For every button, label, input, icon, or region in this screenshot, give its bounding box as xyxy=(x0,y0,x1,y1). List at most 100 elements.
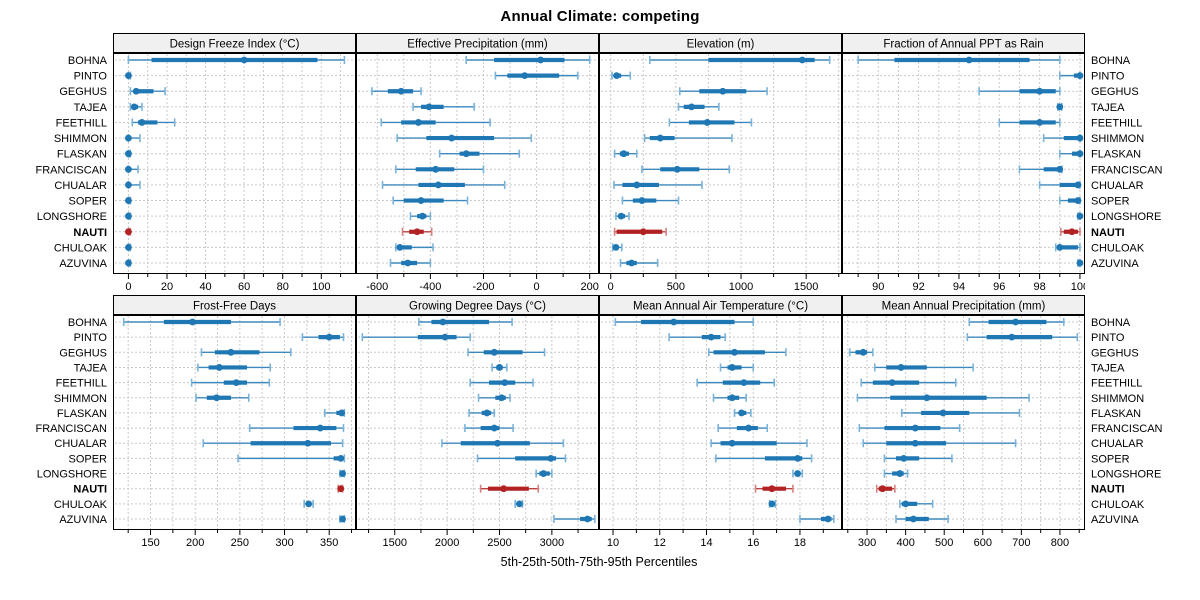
row-label-bohna: BOHNA xyxy=(1091,55,1131,67)
percentile-mark-shimmon xyxy=(477,393,511,402)
percentile-mark-soper xyxy=(392,196,469,205)
axis-tick-label: 2500 xyxy=(487,537,511,549)
percentile-mark-nauti xyxy=(613,227,667,236)
panel-title: Growing Degree Days (°C) xyxy=(409,301,546,313)
percentile-mark-shimmon xyxy=(643,134,733,143)
row-label-azuvina: AZUVINA xyxy=(1091,258,1139,270)
percentile-mark-shimmon xyxy=(712,393,748,402)
percentile-mark-longshore xyxy=(792,469,804,478)
row-label-geghus: GEGHUS xyxy=(1091,86,1139,98)
percentile-mark-geghus xyxy=(371,87,422,96)
row-label-nauti: NAUTI xyxy=(73,227,107,239)
percentile-mark-chuloak xyxy=(303,499,314,508)
percentile-mark-chualar xyxy=(125,180,141,189)
row-label-bohna: BOHNA xyxy=(68,317,108,329)
percentile-mark-soper xyxy=(476,454,567,463)
percentile-mark-tajea xyxy=(873,363,974,372)
percentile-mark-soper xyxy=(621,196,680,205)
percentile-mark-bohna xyxy=(857,56,1061,64)
percentile-mark-geghus xyxy=(678,87,768,96)
axis-tick-label: 700 xyxy=(1012,537,1030,549)
panel-strip xyxy=(113,295,356,315)
row-label-soper: SOPER xyxy=(1091,196,1130,208)
panel-strip xyxy=(113,33,356,53)
axis-tick-label: 200 xyxy=(186,537,204,549)
percentile-mark-flaskan xyxy=(323,408,346,417)
percentile-mark-longshore xyxy=(339,469,346,478)
panel-row-bottom: BOHNA PINTO GEGHUS TAJEA FEETHILL SHIMMON FLAS… xyxy=(0,295,1200,551)
axis-tick-label: 300 xyxy=(275,537,293,549)
panel-strip xyxy=(599,33,842,53)
row-label-nauti: NAUTI xyxy=(1091,484,1125,496)
percentile-mark-tajea xyxy=(491,363,508,372)
percentile-mark-soper xyxy=(125,196,132,205)
percentile-mark-bohna xyxy=(418,318,513,326)
panel-elevation-m: Elevation (m) 0 500 1000 1500 xyxy=(599,33,842,295)
percentile-mark-geghus xyxy=(200,348,292,357)
row-label-chuloak: CHULOAK xyxy=(1091,242,1145,254)
axis-tick-label: 150 xyxy=(141,537,159,549)
row-label-flaskan: FLASKAN xyxy=(57,149,107,161)
row-label-pinto: PINTO xyxy=(1091,71,1125,83)
row-label-azuvina: AZUVINA xyxy=(1091,514,1139,526)
axis-tick-label: 2000 xyxy=(435,537,459,549)
percentile-mark-shimmon xyxy=(396,134,533,143)
percentile-mark-bohna xyxy=(968,318,1065,326)
row-labels-left: BOHNA PINTO GEGHUS TAJEA FEETHILL SHIMMON FLAS… xyxy=(0,295,113,551)
percentile-mark-bohna xyxy=(614,318,755,326)
percentile-mark-franciscan xyxy=(641,165,731,174)
panel-title: Frost-Free Days xyxy=(193,301,276,313)
percentile-mark-pinto xyxy=(668,333,726,342)
row-label-franciscan: FRANCISCAN xyxy=(35,423,107,435)
row-label-feethill: FEETHILL xyxy=(1091,378,1142,390)
percentile-mark-shimmon xyxy=(195,393,250,402)
percentile-mark-flaskan xyxy=(613,149,638,158)
percentile-mark-soper xyxy=(715,454,813,463)
percentile-mark-shimmon xyxy=(125,134,141,143)
panel-strip xyxy=(356,33,599,53)
percentile-mark-nauti xyxy=(1060,227,1081,236)
row-label-feethill: FEETHILL xyxy=(56,117,107,129)
axis-tick-label: 0 xyxy=(534,281,540,293)
row-label-chualar: CHUALAR xyxy=(1091,180,1144,192)
percentile-mark-geghus xyxy=(978,87,1061,96)
row-label-nauti: NAUTI xyxy=(1091,227,1125,239)
axis-tick-label: 60 xyxy=(238,281,250,293)
percentile-mark-chualar xyxy=(1038,180,1082,189)
panel-mean-annual-air-temperature-c: Mean Annual Air Temperature (°C) 10 12 14 16… xyxy=(599,295,842,551)
percentile-mark-feethill xyxy=(380,118,491,127)
panel-mean-annual-precipitation-mm: Mean Annual Precipitation (mm) 300 400 500 6… xyxy=(842,295,1085,551)
axis-tick-label: 14 xyxy=(700,537,712,549)
row-label-nauti: NAUTI xyxy=(73,484,107,496)
plot-border xyxy=(599,315,842,530)
percentile-mark-pinto xyxy=(966,333,1079,342)
plot-border xyxy=(113,53,356,274)
percentile-mark-pinto xyxy=(301,333,345,342)
plot-border xyxy=(113,315,356,530)
axis-tick-label: 18 xyxy=(794,537,806,549)
row-labels-right: BOHNA PINTO GEGHUS TAJEA FEETHILL SHIMMON FLAS… xyxy=(1085,295,1200,551)
row-label-flaskan: FLASKAN xyxy=(1091,149,1141,161)
axis-tick-label: 0 xyxy=(125,281,131,293)
percentile-mark-nauti xyxy=(479,484,540,493)
axis-tick-label: 16 xyxy=(747,537,759,549)
figure-title: Annual Climate: competing xyxy=(500,8,700,25)
axis-tick-label: 94 xyxy=(953,281,965,293)
percentile-mark-soper xyxy=(883,454,953,463)
percentile-mark-franciscan xyxy=(125,165,139,174)
row-label-feethill: FEETHILL xyxy=(1091,117,1142,129)
percentile-mark-franciscan xyxy=(248,424,345,433)
plot-border xyxy=(356,315,599,530)
percentile-mark-azuvina xyxy=(339,515,346,523)
percentile-mark-shimmon xyxy=(856,393,1030,402)
percentile-mark-chuloak xyxy=(1054,243,1081,252)
percentile-mark-longshore xyxy=(535,469,553,478)
percentile-mark-azuvina xyxy=(389,259,432,267)
axis-tick-label: 500 xyxy=(667,281,685,293)
x-axis-shared-label: 5th-25th-50th-75th-95th Percentiles xyxy=(500,555,698,569)
percentile-mark-flaskan xyxy=(1058,149,1084,158)
panel-effective-precipitation-mm: Effective Precipitation (mm) -600 -400 -200… xyxy=(356,33,599,295)
percentile-mark-chualar xyxy=(202,439,344,448)
percentile-mark-feethill xyxy=(190,378,271,387)
